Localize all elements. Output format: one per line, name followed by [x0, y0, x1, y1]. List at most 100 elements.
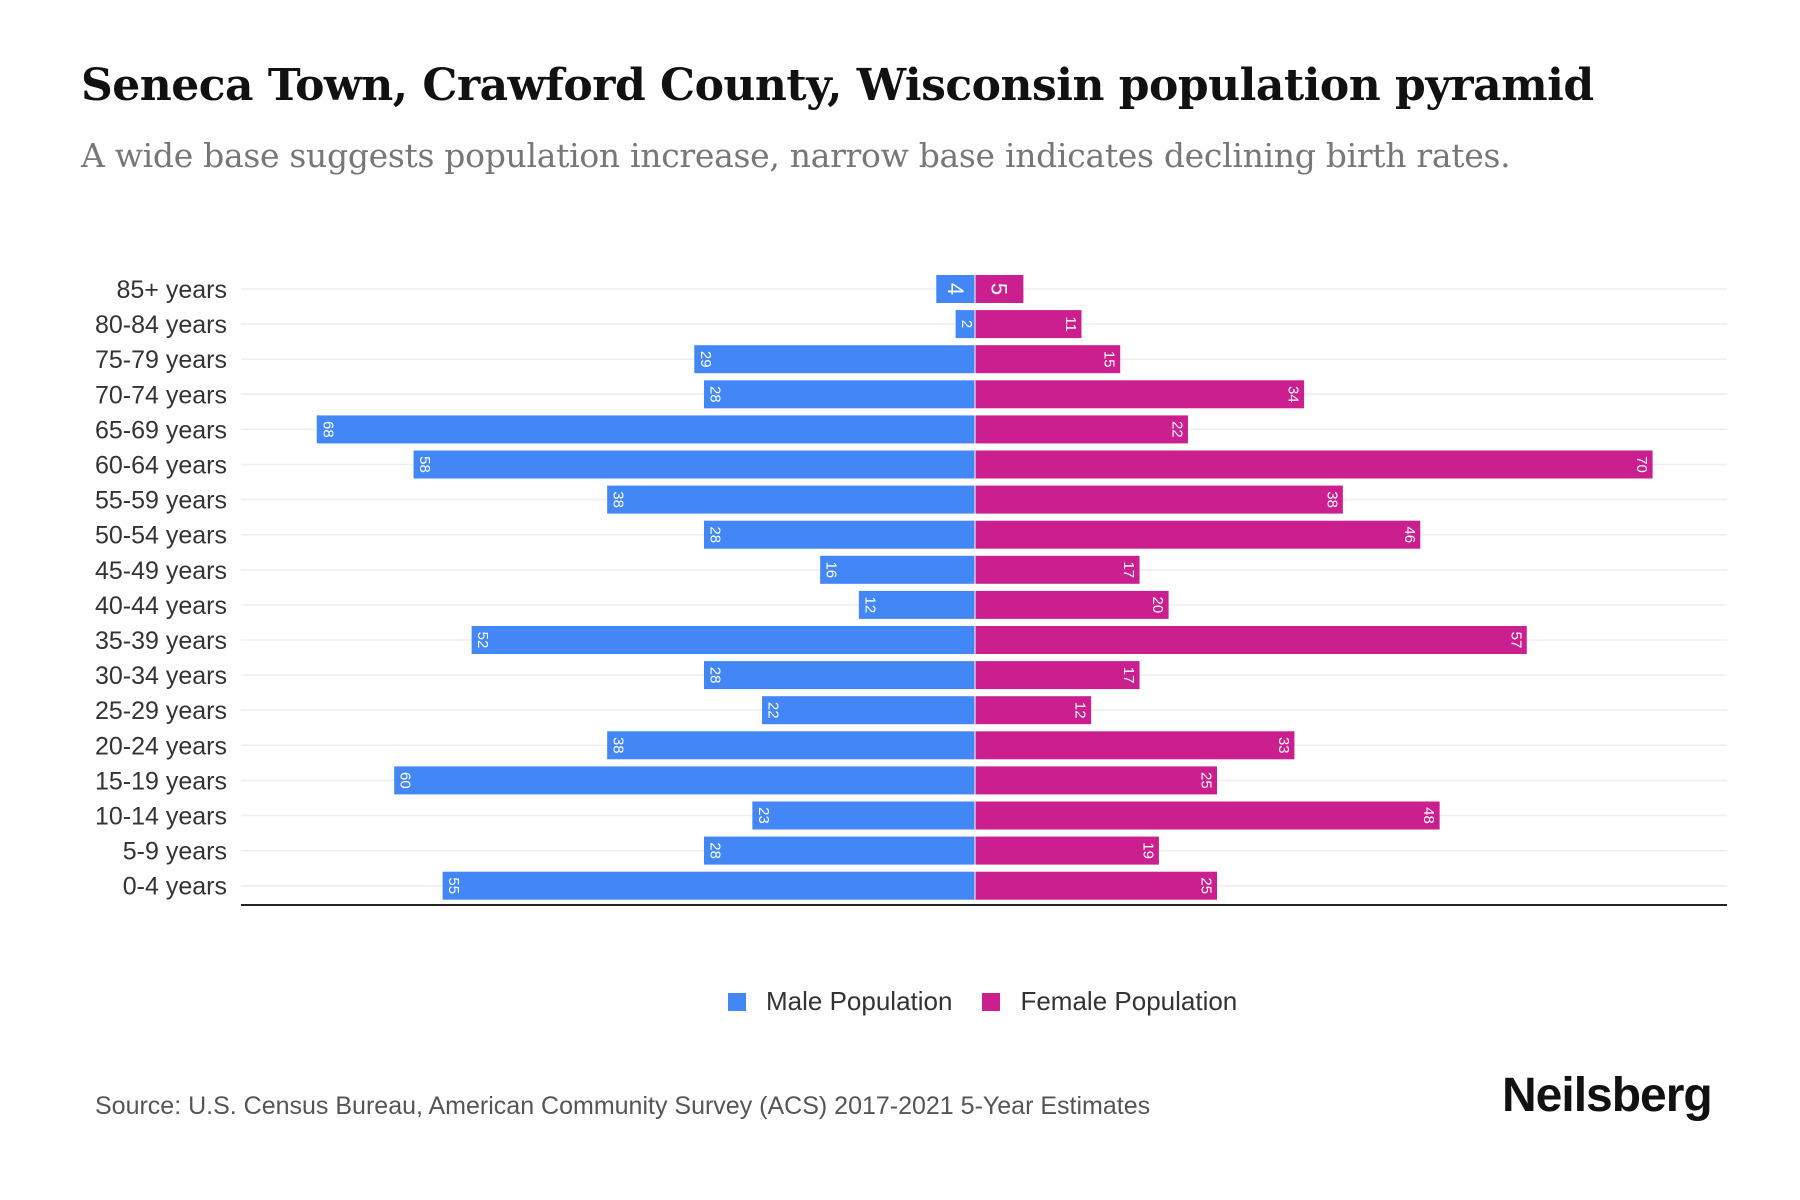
- male-data-label: 28: [706, 667, 723, 684]
- female-data-label: 46: [1401, 526, 1418, 543]
- male-data-label: 28: [706, 526, 723, 543]
- category-label: 60-64 years: [95, 452, 227, 480]
- category-label: 25-29 years: [95, 697, 227, 725]
- category-label: 45-49 years: [95, 557, 227, 585]
- female-data-label: 57: [1507, 632, 1524, 649]
- female-data-label: 25: [1198, 877, 1215, 894]
- category-label: 20-24 years: [95, 732, 227, 760]
- female-data-label: 12: [1072, 702, 1089, 719]
- male-data-label: 60: [397, 772, 414, 789]
- male-data-label: 28: [706, 386, 723, 403]
- female-bar: [975, 485, 1343, 514]
- male-data-label: 68: [319, 421, 336, 438]
- male-bar: [413, 450, 975, 479]
- category-label: 35-39 years: [95, 627, 227, 655]
- chart-subtitle: A wide base suggests population increase…: [81, 136, 1511, 175]
- legend-label-female: Female Population: [1020, 986, 1238, 1016]
- male-bar: [694, 345, 975, 374]
- female-bar: [975, 310, 1082, 339]
- male-data-label: 29: [697, 351, 714, 368]
- female-data-label: 34: [1285, 386, 1302, 403]
- female-bar: [975, 345, 1121, 374]
- female-data-label: 70: [1633, 456, 1650, 473]
- category-label: 30-34 years: [95, 662, 227, 690]
- source-note: Source: U.S. Census Bureau, American Com…: [95, 1092, 1151, 1120]
- category-label: 75-79 years: [95, 346, 227, 374]
- female-bar: [975, 696, 1092, 725]
- female-data-label: 38: [1323, 491, 1340, 508]
- female-bar: [975, 520, 1421, 549]
- male-bar: [442, 871, 976, 900]
- legend-item-male[interactable]: Male Population: [728, 986, 952, 1017]
- male-bar: [394, 766, 975, 795]
- male-data-label: 28: [706, 842, 723, 859]
- male-data-label: 52: [474, 632, 491, 649]
- category-label: 85+ years: [117, 276, 228, 304]
- female-bar: [975, 415, 1188, 444]
- male-data-label: 58: [416, 456, 433, 473]
- male-bar: [955, 310, 975, 339]
- male-data-label: 4: [943, 283, 968, 295]
- category-label: 55-59 years: [95, 487, 227, 515]
- female-data-label: 25: [1198, 772, 1215, 789]
- category-label: 10-14 years: [95, 803, 227, 831]
- male-bar: [762, 696, 975, 725]
- male-bar: [820, 555, 975, 584]
- category-label: 0-4 years: [123, 873, 227, 901]
- male-data-label: 16: [823, 561, 840, 578]
- female-bar: [975, 450, 1653, 479]
- male-bar: [703, 661, 975, 690]
- female-bar: [975, 731, 1295, 760]
- female-data-label: 17: [1120, 667, 1137, 684]
- male-bar: [703, 836, 975, 865]
- category-label: 70-74 years: [95, 381, 227, 409]
- male-bar: [607, 485, 975, 514]
- category-label: 65-69 years: [95, 416, 227, 444]
- female-data-label: 19: [1139, 842, 1156, 859]
- male-bar: [607, 731, 975, 760]
- female-bar: [975, 661, 1140, 690]
- female-bar: [975, 871, 1217, 900]
- female-data-label: 15: [1101, 351, 1118, 368]
- female-bar: [975, 626, 1527, 654]
- chart-title: Seneca Town, Crawford County, Wisconsin …: [81, 60, 1594, 111]
- female-bar: [975, 836, 1159, 865]
- male-data-label: 55: [445, 877, 462, 894]
- female-bar: [975, 275, 1024, 303]
- male-bar: [752, 801, 975, 830]
- female-bar: [975, 801, 1440, 830]
- female-swatch: [982, 992, 1001, 1011]
- male-bar: [703, 380, 975, 409]
- female-data-label: 22: [1168, 421, 1185, 438]
- male-bar: [936, 275, 975, 303]
- legend-label-male: Male Population: [766, 986, 953, 1016]
- category-label: 50-54 years: [95, 522, 227, 550]
- legend-item-female[interactable]: Female Population: [982, 986, 1237, 1017]
- female-data-label: 48: [1420, 807, 1437, 824]
- male-bar: [316, 415, 975, 444]
- male-swatch: [728, 992, 746, 1011]
- female-bar: [975, 590, 1169, 619]
- female-data-label: 20: [1149, 597, 1166, 614]
- male-data-label: 23: [755, 807, 772, 824]
- female-data-label: 11: [1062, 316, 1079, 332]
- male-data-label: 38: [610, 737, 627, 754]
- male-data-label: 22: [765, 702, 782, 719]
- female-data-label: 33: [1275, 737, 1292, 754]
- category-label: 5-9 years: [123, 838, 227, 866]
- male-data-label: 38: [610, 491, 627, 508]
- male-bar: [703, 520, 975, 549]
- male-bar: [858, 590, 975, 619]
- category-label: 80-84 years: [95, 311, 227, 339]
- male-bar: [471, 626, 975, 654]
- category-label: 40-44 years: [95, 592, 227, 620]
- male-data-label: 2: [958, 320, 975, 328]
- male-data-label: 12: [861, 597, 878, 614]
- population-pyramid-chart: 85+ years 4 5 80-84 years 2 11 75-79 years 29 15…: [95, 275, 1727, 906]
- neilsberg-logo: Neilsberg: [1502, 1069, 1713, 1122]
- category-label: 15-19 years: [95, 767, 227, 795]
- female-bar: [975, 380, 1305, 409]
- female-data-label: 5: [987, 283, 1012, 295]
- female-bar: [975, 766, 1217, 795]
- female-data-label: 17: [1120, 561, 1137, 578]
